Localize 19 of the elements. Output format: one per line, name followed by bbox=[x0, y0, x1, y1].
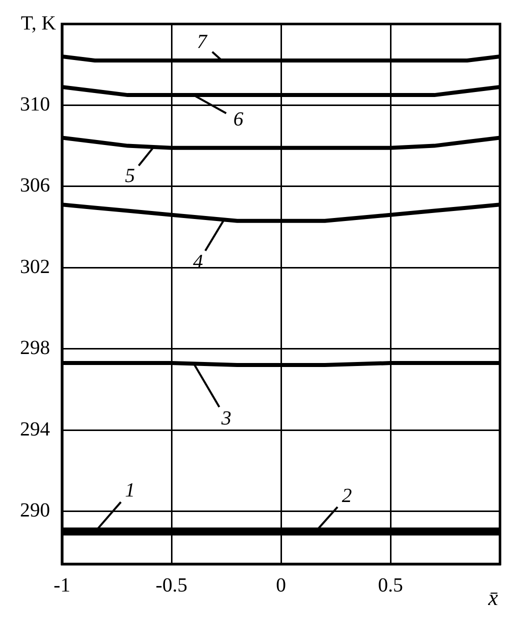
annotation: 2 bbox=[342, 484, 352, 507]
y-tick-label: 298 bbox=[20, 337, 50, 360]
annotation: 6 bbox=[233, 108, 244, 130]
annotation: 1 bbox=[125, 480, 136, 502]
annotation: 7 bbox=[196, 30, 208, 53]
y-tick-label: 306 bbox=[20, 174, 50, 197]
annotation: 3 bbox=[220, 407, 232, 430]
x-tick-label: -1 bbox=[54, 574, 70, 596]
y-tick-label: 294 bbox=[20, 418, 50, 440]
x-tick-label: 0.5 bbox=[378, 574, 403, 596]
y-axis-title: T, K bbox=[20, 12, 57, 34]
y-tick-label: 310 bbox=[20, 93, 50, 116]
annotation: 5 bbox=[124, 164, 135, 187]
y-tick-label: 302 bbox=[20, 256, 50, 278]
annotation: 4 bbox=[193, 250, 204, 273]
x-tick-label: -0.5 bbox=[156, 574, 188, 596]
y-tick-label: 290 bbox=[20, 499, 50, 522]
x-tick-label: 0 bbox=[276, 574, 286, 596]
x-axis-title: x̄ bbox=[487, 584, 498, 610]
